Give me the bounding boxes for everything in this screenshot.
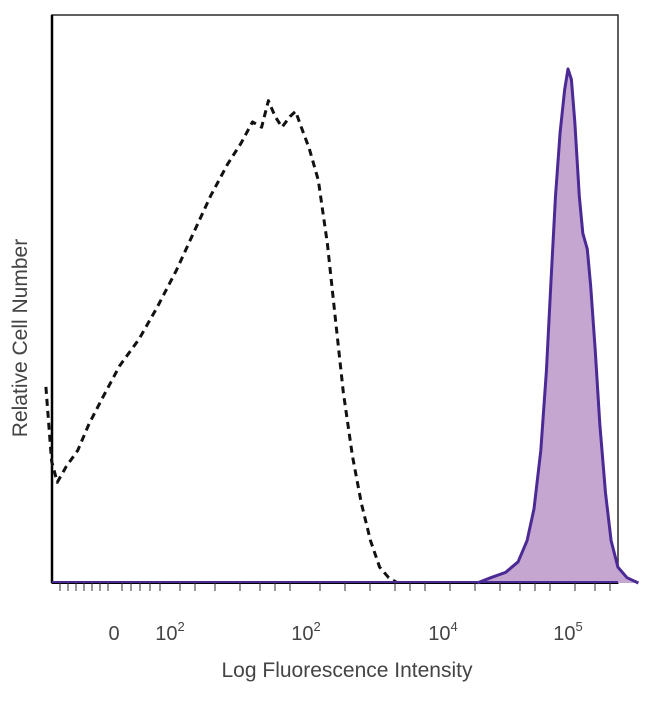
plot-area [44, 14, 640, 591]
plot-frame [51, 14, 619, 584]
x-tick-label-4: 105 [553, 619, 582, 645]
x-tick-label-2: 102 [291, 619, 320, 645]
x-axis-title: Log Fluorescence Intensity [222, 659, 473, 682]
series-1-area [477, 68, 639, 583]
x-axis-tick-labels: 0 102 102 104 105 [108, 619, 582, 645]
x-axis-minor-ticks [59, 583, 611, 591]
series-layer [44, 67, 640, 585]
x-tick-label-3: 104 [428, 619, 457, 645]
series-1-line [476, 67, 640, 585]
x-tick-label-0: 0 [108, 623, 119, 645]
series-0-line [44, 99, 399, 585]
x-tick-label-1: 102 [155, 619, 184, 645]
y-axis-title: Relative Cell Number [9, 239, 32, 437]
